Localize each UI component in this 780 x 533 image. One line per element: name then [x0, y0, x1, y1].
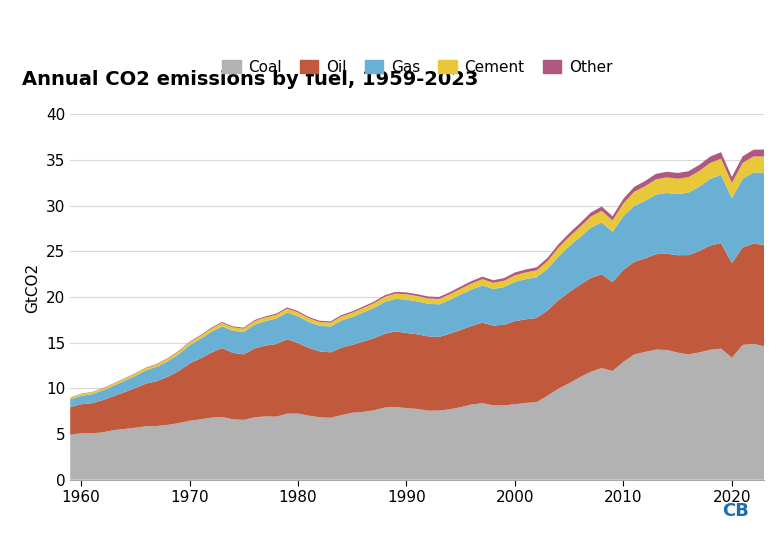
Text: CB: CB — [722, 502, 749, 520]
Legend: Coal, Oil, Gas, Cement, Other: Coal, Oil, Gas, Cement, Other — [216, 54, 619, 81]
Y-axis label: GtCO2: GtCO2 — [26, 263, 41, 313]
Text: Annual CO2 emissions by fuel, 1959-2023: Annual CO2 emissions by fuel, 1959-2023 — [22, 70, 478, 89]
